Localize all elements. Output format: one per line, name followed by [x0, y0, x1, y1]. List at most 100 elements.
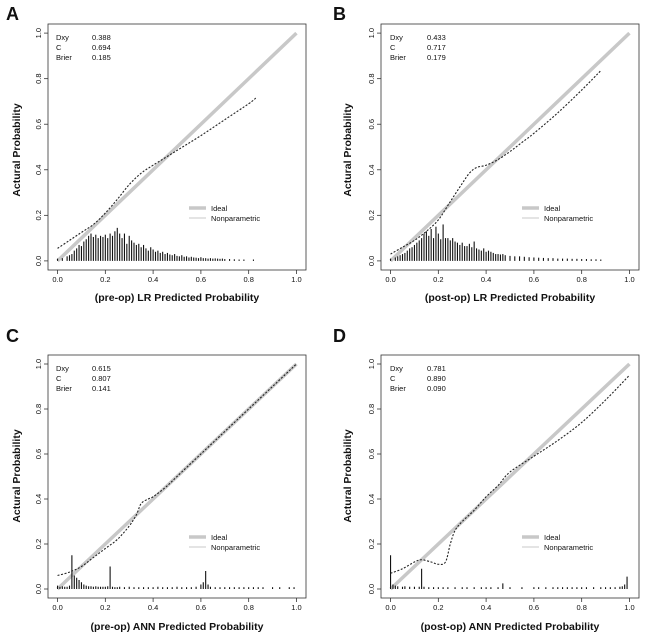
- stat-label-c: C: [56, 374, 62, 383]
- x-axis-title: (post-op) ANN Predicted Probability: [421, 621, 600, 633]
- y-tick-label: 0.6: [367, 119, 376, 129]
- x-tick-label: 0.2: [100, 603, 110, 612]
- x-tick-label: 0.2: [433, 275, 443, 284]
- stat-label-brier: Brier: [390, 384, 406, 393]
- stat-value-brier: 0.090: [427, 384, 446, 393]
- y-tick-label: 0.6: [34, 119, 43, 129]
- y-tick-label: 0.8: [367, 404, 376, 414]
- y-tick-label: 1.0: [367, 28, 376, 38]
- stat-label-c: C: [390, 43, 396, 52]
- x-tick-label: 0.0: [385, 275, 395, 284]
- stats-box: Dxy 0.388 C 0.694 Brier 0.185: [56, 33, 111, 62]
- y-axis-title: Actural Probability: [11, 429, 23, 523]
- y-tick-label: 0.8: [34, 73, 43, 83]
- stat-value-brier: 0.185: [92, 53, 111, 62]
- stat-label-c: C: [390, 374, 396, 383]
- x-tick-label: 0.0: [52, 275, 62, 284]
- panel-a: A Actural Probability (pre-op) LR Predic…: [6, 4, 306, 304]
- stat-label-dxy: Dxy: [390, 33, 403, 42]
- stat-label-brier: Brier: [56, 53, 72, 62]
- panel-letter-c: C: [6, 326, 19, 346]
- stat-value-c: 0.890: [427, 374, 446, 383]
- panel-letter-b: B: [333, 4, 346, 24]
- ideal-line: [391, 364, 630, 589]
- ideal-line: [391, 33, 630, 261]
- x-tick-label: 0.8: [243, 275, 253, 284]
- x-axis-title: (pre-op) LR Predicted Probability: [95, 292, 260, 304]
- stat-value-brier: 0.179: [427, 53, 446, 62]
- panel-b: B Actural Probability (post-op) LR Predi…: [333, 4, 639, 304]
- y-tick-label: 0.2: [367, 539, 376, 549]
- stat-value-dxy: 0.433: [427, 33, 446, 42]
- panel-c: C Actural Probability (pre-op) ANN Predi…: [6, 326, 306, 633]
- stat-value-brier: 0.141: [92, 384, 111, 393]
- stat-value-c: 0.717: [427, 43, 446, 52]
- y-tick-label: 0.0: [34, 256, 43, 266]
- x-tick-label: 1.0: [291, 275, 301, 284]
- y-tick-label: 0.2: [34, 210, 43, 220]
- y-tick-label: 0.0: [367, 256, 376, 266]
- y-tick-label: 0.4: [34, 494, 43, 504]
- y-tick-label: 1.0: [34, 28, 43, 38]
- x-tick-label: 0.6: [196, 603, 206, 612]
- y-tick-label: 0.6: [367, 449, 376, 459]
- panel-letter-d: D: [333, 326, 346, 346]
- y-tick-label: 0.0: [34, 584, 43, 594]
- stat-label-c: C: [56, 43, 62, 52]
- stat-value-dxy: 0.388: [92, 33, 111, 42]
- y-tick-label: 0.8: [34, 404, 43, 414]
- stat-value-c: 0.694: [92, 43, 111, 52]
- x-tick-label: 0.8: [576, 603, 586, 612]
- y-tick-label: 0.0: [367, 584, 376, 594]
- legend-ideal-label: Ideal: [211, 204, 228, 213]
- stat-value-dxy: 0.615: [92, 364, 111, 373]
- legend-ideal-label: Ideal: [211, 533, 228, 542]
- y-tick-label: 0.2: [367, 210, 376, 220]
- panel-d: D Actural Probability (post-op) ANN Pred…: [333, 326, 639, 633]
- x-tick-label: 0.2: [433, 603, 443, 612]
- x-tick-label: 0.4: [481, 603, 491, 612]
- x-tick-label: 0.4: [148, 603, 158, 612]
- x-tick-label: 0.6: [529, 603, 539, 612]
- legend-ideal-label: Ideal: [544, 533, 561, 542]
- x-tick-label: 1.0: [624, 275, 634, 284]
- legend-nonparametric-label: Nonparametric: [544, 214, 593, 223]
- stats-box: Dxy 0.781 C 0.890 Brier 0.090: [390, 364, 446, 393]
- x-tick-label: 0.8: [576, 275, 586, 284]
- y-tick-label: 0.6: [34, 449, 43, 459]
- stat-label-dxy: Dxy: [390, 364, 403, 373]
- x-tick-label: 0.6: [529, 275, 539, 284]
- y-tick-label: 1.0: [34, 359, 43, 369]
- legend: Ideal Nonparametric: [189, 204, 260, 223]
- legend: Ideal Nonparametric: [522, 204, 593, 223]
- x-axis-title: (pre-op) ANN Predicted Probability: [91, 621, 264, 633]
- legend-nonparametric-label: Nonparametric: [544, 543, 593, 552]
- legend: Ideal Nonparametric: [522, 533, 593, 552]
- x-tick-label: 0.0: [385, 603, 395, 612]
- y-tick-label: 0.8: [367, 73, 376, 83]
- x-tick-label: 0.0: [52, 603, 62, 612]
- stats-box: Dxy 0.615 C 0.807 Brier 0.141: [56, 364, 111, 393]
- y-tick-label: 1.0: [367, 359, 376, 369]
- x-tick-label: 1.0: [624, 603, 634, 612]
- y-tick-label: 0.4: [367, 494, 376, 504]
- x-tick-label: 0.8: [243, 603, 253, 612]
- stat-label-brier: Brier: [390, 53, 406, 62]
- calibration-figure: A Actural Probability (pre-op) LR Predic…: [0, 0, 650, 639]
- x-tick-label: 0.4: [148, 275, 158, 284]
- x-tick-label: 1.0: [291, 603, 301, 612]
- legend-nonparametric-label: Nonparametric: [211, 214, 260, 223]
- stats-box: Dxy 0.433 C 0.717 Brier 0.179: [390, 33, 446, 62]
- y-tick-label: 0.4: [367, 165, 376, 175]
- nonparametric-curve: [58, 98, 256, 248]
- y-axis-title: Actural Probability: [342, 103, 354, 197]
- stat-label-brier: Brier: [56, 384, 72, 393]
- legend-ideal-label: Ideal: [544, 204, 561, 213]
- y-axis-title: Actural Probability: [342, 429, 354, 523]
- y-axis-title: Actural Probability: [11, 103, 23, 197]
- y-tick-label: 0.2: [34, 539, 43, 549]
- stat-value-c: 0.807: [92, 374, 111, 383]
- ideal-line: [58, 33, 297, 261]
- x-tick-label: 0.2: [100, 275, 110, 284]
- panel-letter-a: A: [6, 4, 19, 24]
